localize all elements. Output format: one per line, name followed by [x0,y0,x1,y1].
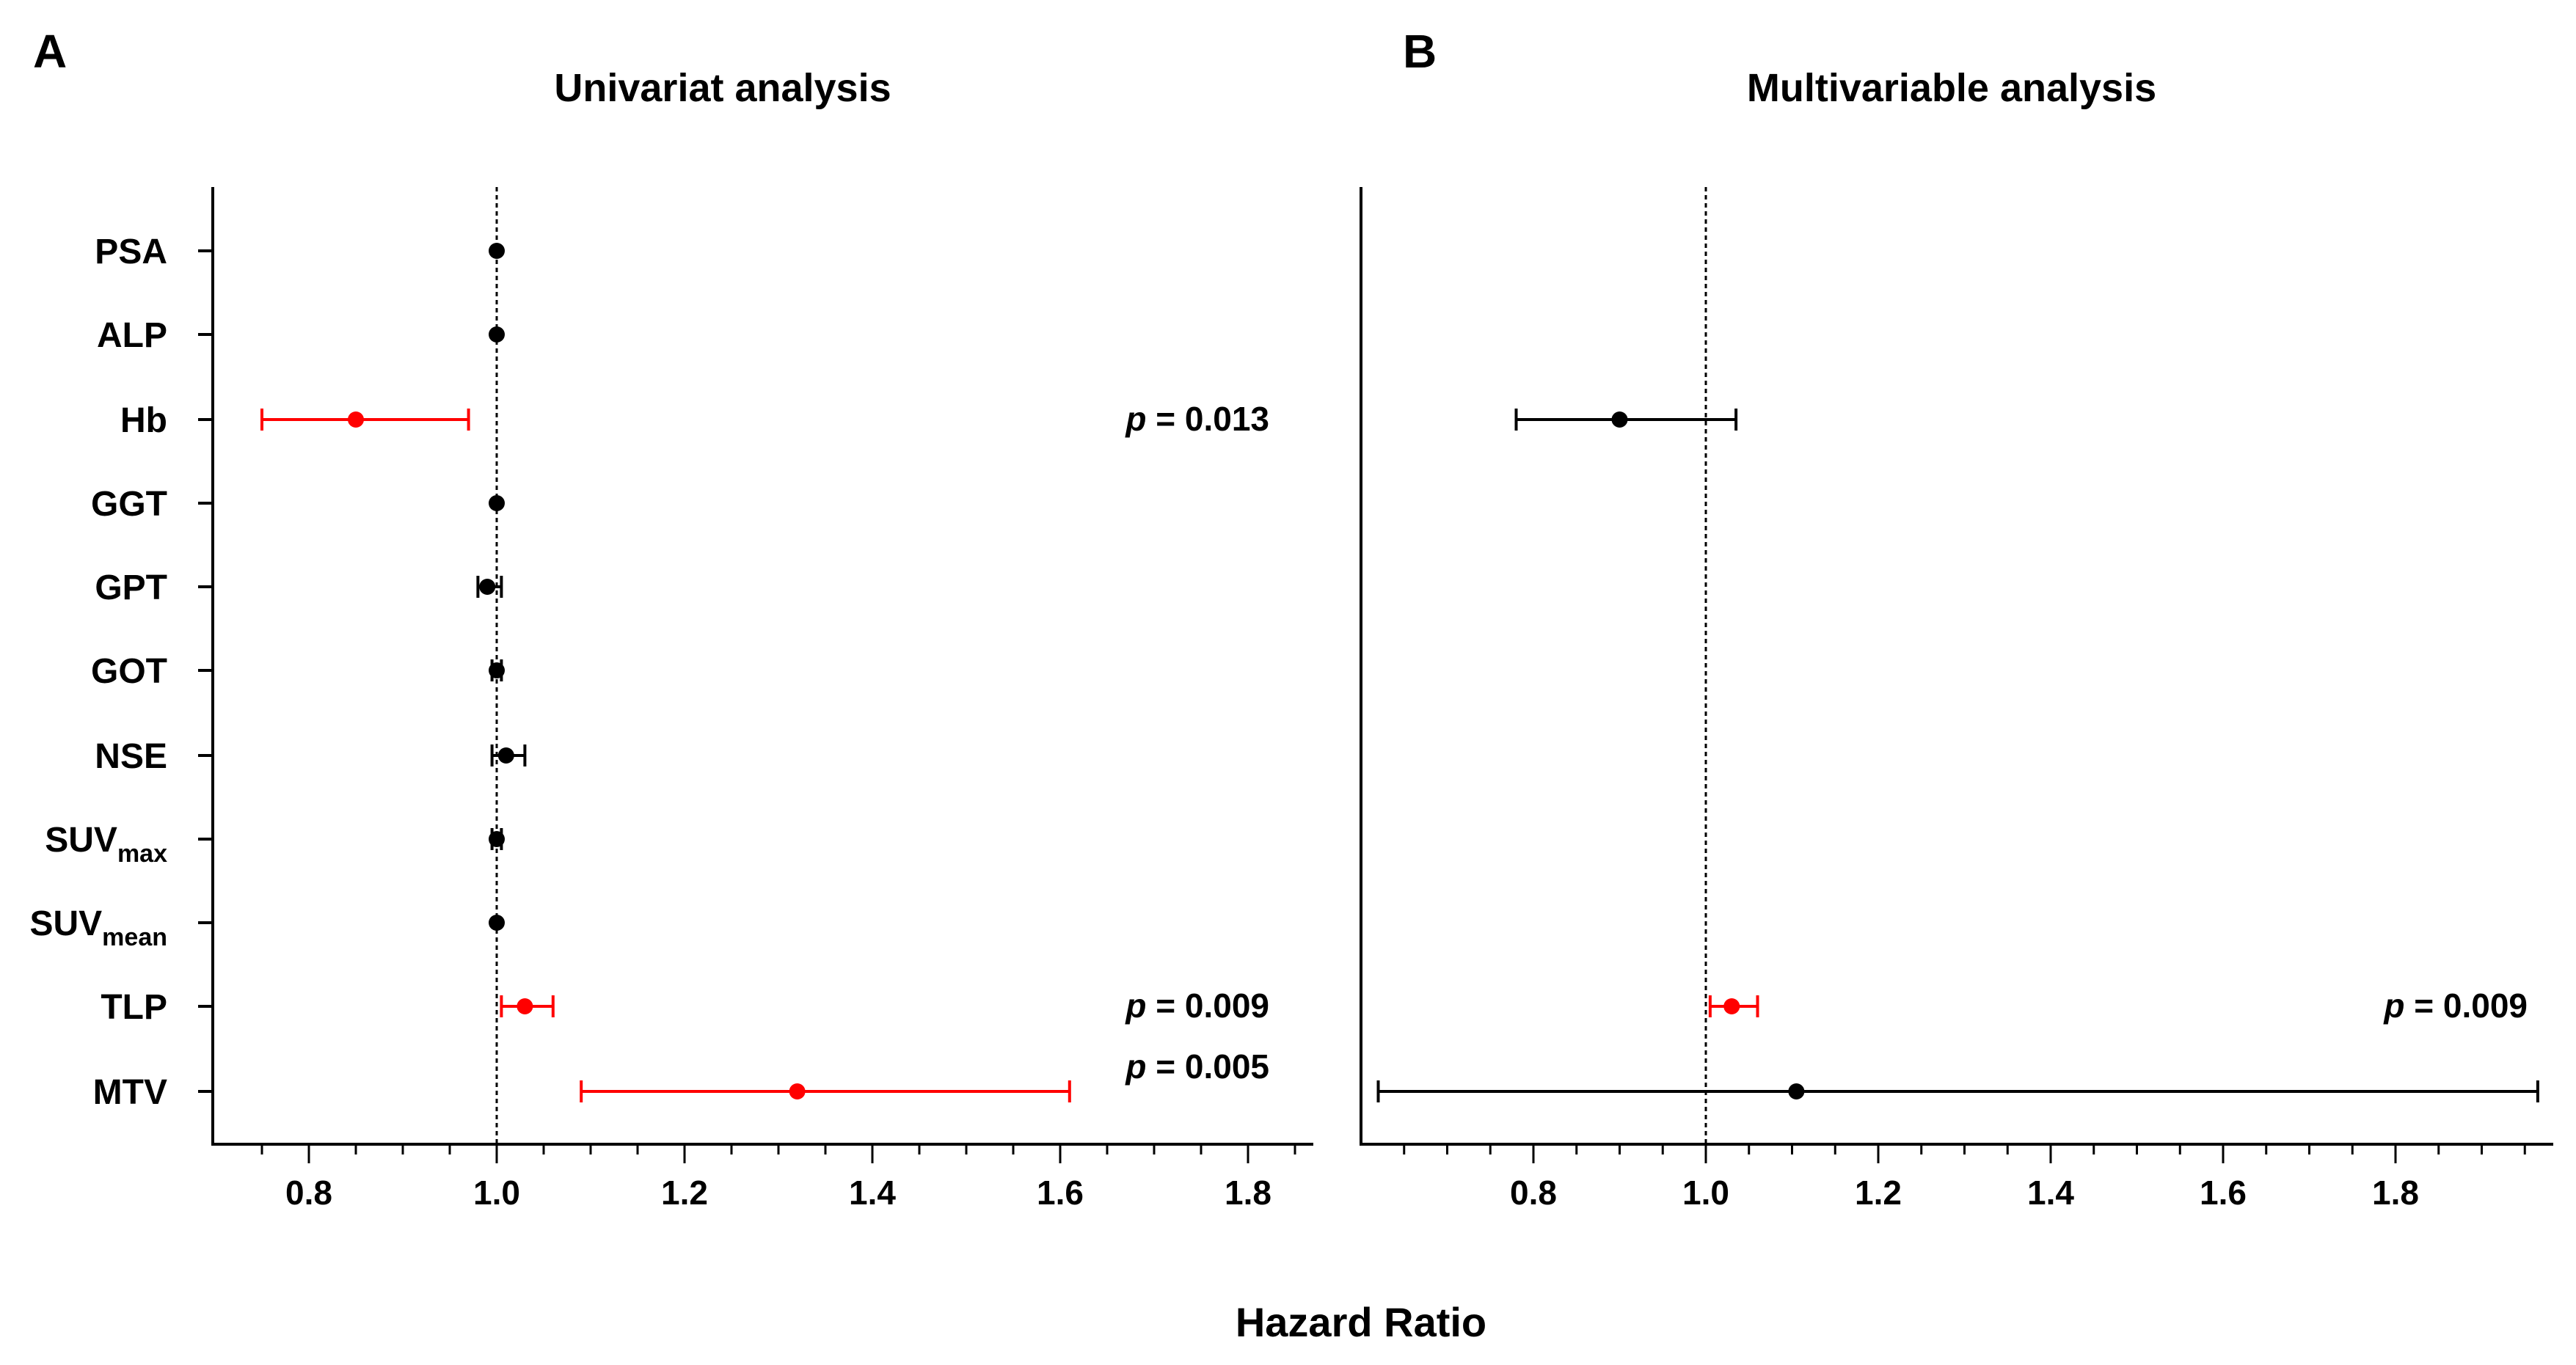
row-label-alp: ALP [97,316,167,355]
x-tick-label: 1.8 [2372,1174,2419,1212]
p-value-label-1: p = 0.009 [2382,987,2528,1025]
panel-title: Univariat analysis [554,66,891,110]
x-tick-label: 0.8 [1510,1174,1557,1212]
row-label-ggt: GGT [91,485,167,524]
hr-point-mtv [789,1083,806,1099]
hazard-ratio-axis-label: Hazard Ratio [1236,1299,1486,1345]
row-label-gpt: GPT [95,568,167,607]
hr-point-nse [497,747,514,764]
row-label-suvmean: SUVmean [29,904,167,951]
hr-point-hb [1611,411,1628,428]
row-label-tlp: TLP [101,988,167,1027]
hr-point-tlp [517,998,533,1014]
p-value-label-10: p = 0.005 [1124,1047,1269,1086]
x-tick-label: 1.2 [661,1174,708,1212]
x-tick-label: 1.4 [849,1174,896,1212]
x-tick-label: 0.8 [285,1174,332,1212]
hr-point-psa [489,243,505,259]
p-value-label-9: p = 0.009 [1124,987,1269,1025]
panel-a-univariate: A Univariat analysis 0.8 1.0 1.2 1.4 1.6 1.8 PSA… [29,25,1313,1212]
hr-point-got [489,662,505,678]
hr-point-alp [489,326,505,343]
hr-point-suvmax [489,831,505,847]
hr-point-gpt [479,579,496,595]
row-label-psa: PSA [95,233,167,271]
x-tick-label: 1.0 [1682,1174,1729,1212]
panel-letter: A [33,25,67,78]
x-tick-label: 1.8 [1225,1174,1271,1212]
row-label-nse: NSE [95,737,167,776]
x-tick-label: 1.6 [2200,1174,2247,1212]
hr-point-ggt [489,495,505,511]
x-tick-label: 1.6 [1037,1174,1084,1212]
panel-b-multivariable: B Multivariable analysis 0.8 1.0 1.2 1.4 1.6 1.… [1360,25,2553,1212]
row-label-hb: Hb [120,401,167,440]
row-label-got: GOT [91,652,167,691]
x-tick-label: 1.0 [473,1174,520,1212]
hr-point-hb [348,411,364,428]
x-tick-label: 1.2 [1855,1174,1902,1212]
panel-title: Multivariable analysis [1747,66,2156,110]
x-tick-label: 1.4 [2027,1174,2074,1212]
hr-point-mtv [1788,1083,1805,1099]
hr-point-suvmean [489,915,505,931]
p-value-label-2: p = 0.013 [1124,400,1269,438]
panel-letter: B [1403,25,1437,78]
row-label-suvmax: SUVmax [45,821,167,868]
hr-point-tlp [1723,998,1740,1014]
row-label-mtv: MTV [93,1073,167,1112]
